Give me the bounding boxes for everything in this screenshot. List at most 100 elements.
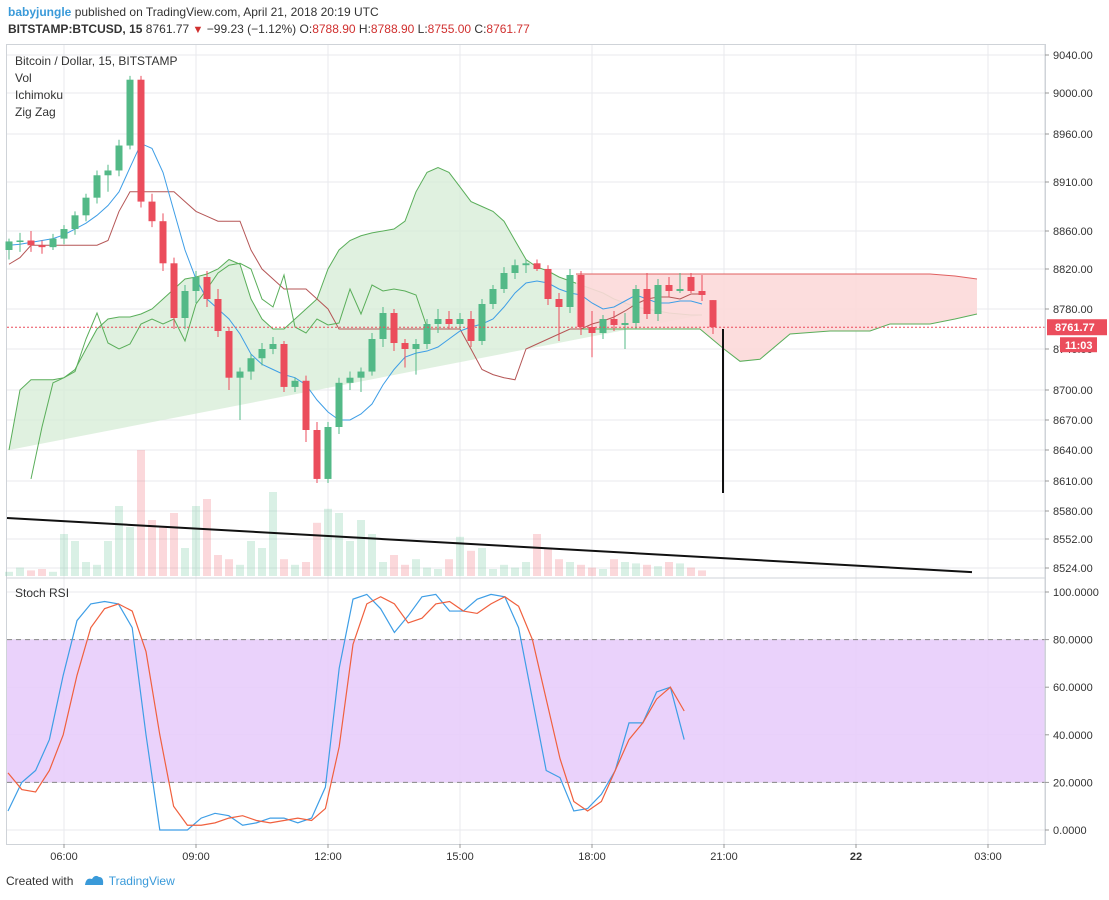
- volume-bar: [577, 564, 585, 576]
- rsi-tick-label: 100.0000: [1053, 587, 1099, 599]
- volume-bar: [401, 564, 409, 576]
- candle-body: [632, 289, 640, 323]
- rsi-pane-title[interactable]: Stoch RSI: [15, 586, 70, 600]
- candle-body: [236, 371, 244, 378]
- candle-body: [676, 289, 684, 291]
- candle-body: [566, 275, 574, 307]
- candle: [104, 164, 112, 192]
- down-arrow-icon: ▼: [192, 24, 204, 36]
- volume-bar: [599, 569, 607, 576]
- cloud-green: [9, 167, 702, 450]
- author-name[interactable]: babyjungle: [8, 5, 72, 19]
- candle: [676, 273, 684, 293]
- candle: [82, 193, 90, 222]
- candle: [665, 277, 673, 297]
- candle-body: [346, 377, 354, 383]
- time-tick-label: 22: [850, 851, 862, 863]
- price-tick-label: 8860.00: [1053, 226, 1093, 238]
- candle-body: [203, 277, 211, 299]
- candle-body: [434, 319, 442, 324]
- volume-bar: [368, 534, 376, 576]
- candle: [291, 377, 299, 392]
- volume-bar: [302, 562, 310, 576]
- candle-body: [456, 319, 464, 324]
- candle: [236, 367, 244, 420]
- volume-bar: [214, 555, 222, 576]
- tradingview-logo-icon[interactable]: [83, 874, 105, 889]
- published-text: published on TradingView.com, April 21, …: [74, 5, 379, 19]
- rsi-tick-label: 60.0000: [1053, 682, 1093, 694]
- price-tick-label: 8780.00: [1053, 304, 1093, 316]
- candle-body: [214, 299, 222, 331]
- time-tick-label: 12:00: [314, 851, 342, 863]
- volume-bar: [665, 562, 673, 576]
- candle: [203, 271, 211, 307]
- price-tick-label: 8524.00: [1053, 563, 1093, 575]
- price-axis: 8524.00 8552.00 8580.00 8610.00 8640.00 8670.…: [1044, 45, 1093, 844]
- volume-bar: [126, 527, 134, 576]
- volume-bar: [511, 567, 519, 576]
- candle: [621, 313, 629, 349]
- volume-bar: [610, 559, 618, 576]
- candle: [434, 309, 442, 333]
- volume-bar: [390, 555, 398, 576]
- high-key: H:: [358, 22, 371, 36]
- candle-body: [324, 427, 332, 479]
- tenkan-line: [8, 142, 703, 421]
- volume-bar: [467, 550, 475, 576]
- candle-body: [522, 263, 530, 266]
- candle: [489, 285, 497, 309]
- tradingview-brand-link[interactable]: TradingView: [108, 874, 175, 888]
- candle-body: [27, 240, 35, 246]
- candle: [544, 265, 552, 305]
- candle-body: [577, 275, 585, 327]
- candle-body: [390, 313, 398, 343]
- time-tick-label: 21:00: [710, 851, 738, 863]
- rsi-d-line: [7, 596, 685, 826]
- candle: [170, 257, 178, 329]
- chart-legend: Bitcoin / Dollar, 15, BITSTAMP Vol Ichim…: [15, 53, 178, 121]
- candle: [346, 371, 354, 390]
- candle: [511, 259, 519, 279]
- low-key: L:: [417, 22, 428, 36]
- candle-body: [654, 285, 662, 314]
- legend-item-ichimoku[interactable]: Ichimoku: [15, 88, 64, 102]
- legend-item-vol[interactable]: Vol: [15, 71, 32, 85]
- time-tick-label: 03:00: [974, 851, 1002, 863]
- publish-line: babyjungle published on TradingView.com,…: [8, 5, 379, 19]
- candle: [38, 240, 46, 254]
- volume-bar: [566, 562, 574, 576]
- volume-bar: [104, 541, 112, 576]
- volume-bar: [93, 564, 101, 576]
- candle: [302, 375, 310, 442]
- volume-bar: [621, 562, 629, 576]
- candle-body: [368, 339, 376, 372]
- candle-body: [621, 323, 629, 325]
- volume-bar: [27, 570, 35, 576]
- candle-body: [357, 371, 365, 378]
- candle-body: [588, 327, 596, 333]
- legend-title[interactable]: Bitcoin / Dollar, 15, BITSTAMP: [15, 54, 178, 68]
- candle: [687, 273, 695, 293]
- candle: [225, 327, 233, 390]
- candle-body: [258, 349, 266, 359]
- rsi-tick-label: 40.0000: [1053, 730, 1093, 742]
- candle-body: [148, 201, 156, 222]
- low-value: 8755.00: [427, 22, 472, 36]
- candle-body: [269, 344, 277, 349]
- candle: [500, 267, 508, 293]
- last-price-label: 8761.77: [145, 22, 190, 36]
- candle: [335, 377, 343, 434]
- time-axis: 06:00 09:00 12:00 15:00 18:00 21:00 22 03:00: [50, 844, 1002, 863]
- candle-body: [93, 175, 101, 198]
- candle-body: [643, 289, 651, 314]
- candle: [5, 238, 13, 260]
- volume-bar: [71, 541, 79, 576]
- candle-body: [247, 358, 255, 372]
- candle: [456, 313, 464, 329]
- volume-bar: [269, 492, 277, 576]
- legend-item-zigzag[interactable]: Zig Zag: [15, 105, 56, 119]
- price-badge: [1047, 319, 1107, 336]
- candle: [181, 285, 189, 329]
